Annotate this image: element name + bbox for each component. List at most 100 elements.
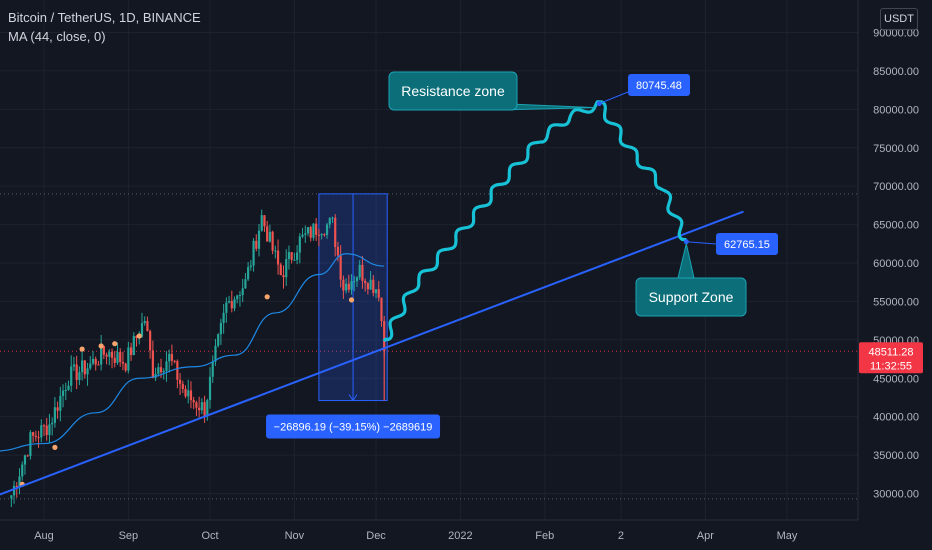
price-tick-label: 65000.00 (873, 220, 919, 232)
price-tick-label: 45000.00 (873, 373, 919, 385)
candle-body (119, 352, 122, 363)
candle-body (361, 264, 364, 281)
candle-body (42, 425, 46, 427)
candle-body (342, 279, 345, 291)
candle-body (225, 302, 228, 313)
candle-body (211, 361, 214, 377)
candle-body (89, 363, 92, 369)
candle-body (227, 300, 231, 303)
candle-body (97, 364, 100, 366)
current-price-badge[interactable] (859, 342, 923, 374)
candle-body (83, 360, 86, 375)
candle-body (374, 289, 378, 294)
price-tick-label: 80000.00 (873, 104, 919, 116)
candle-body (15, 485, 18, 487)
candle-body (208, 376, 212, 401)
candle-body (48, 424, 51, 436)
candle-body (200, 402, 203, 411)
candle-body (222, 312, 225, 324)
candle-body (192, 400, 195, 403)
candle-body (32, 432, 35, 436)
candle-body (238, 295, 242, 297)
support-callout-text: Support Zone (649, 289, 734, 305)
candle-body (78, 372, 81, 381)
price-label-text: 80745.48 (636, 80, 682, 92)
candle-body (214, 345, 217, 362)
measure-label-box (266, 414, 441, 439)
dotted-levels (0, 193, 858, 500)
trendline[interactable] (0, 210, 744, 498)
support-callout-box[interactable] (635, 277, 747, 317)
candle-body (252, 240, 255, 266)
candle-body (149, 331, 152, 351)
price-tick-label: 60000.00 (873, 258, 919, 270)
candle-body (189, 390, 193, 401)
candle-body (353, 281, 356, 283)
projection-path[interactable] (382, 100, 688, 343)
support-callout-tail (677, 243, 695, 279)
candle-body (45, 425, 48, 436)
candle-body (187, 390, 190, 397)
candle-body (347, 283, 350, 290)
candle-body (178, 379, 182, 384)
price-axis[interactable]: 30000.0035000.0040000.0045000.0050000.00… (857, 0, 932, 550)
time-tick-label: May (777, 530, 798, 542)
candle-body (181, 383, 184, 389)
trendline-line[interactable] (0, 210, 744, 498)
candle-body (304, 233, 307, 235)
candle-body (276, 250, 280, 265)
candle-body (176, 360, 179, 380)
candle-body (116, 352, 119, 363)
candle-body (328, 218, 331, 225)
signal-marker (348, 297, 355, 303)
annotations[interactable]: Resistance zone 80745.48 62765.15 Support Z… (388, 71, 778, 317)
candle-body (315, 223, 318, 235)
candle-body (380, 297, 383, 322)
price-tick-label: 75000.00 (873, 143, 919, 155)
price-tick-label: 30000.00 (873, 489, 919, 501)
candle-body (309, 227, 312, 238)
candle-body (21, 464, 24, 477)
candle-body (247, 267, 250, 280)
moving-average (0, 253, 385, 452)
candle-body (113, 357, 116, 363)
candle-body (298, 236, 301, 253)
candle-body (355, 277, 359, 282)
candle-body (312, 223, 315, 238)
candle-countdown-label: 11:32:55 (870, 360, 912, 372)
candle-body (165, 361, 168, 371)
candles (10, 209, 386, 508)
indicator-label[interactable]: MA (44, close, 0) (8, 29, 106, 44)
candle-body (260, 215, 263, 231)
candle-body (91, 358, 95, 364)
projection-line[interactable] (382, 100, 688, 343)
candle-body (23, 455, 27, 465)
candle-body (37, 437, 40, 439)
candle-body (334, 217, 337, 248)
candle-body (75, 364, 78, 381)
resistance-callout-tail (498, 103, 596, 111)
candle-body (263, 215, 266, 227)
candle-body (26, 455, 29, 457)
candle-body (372, 279, 375, 294)
candle-body (143, 321, 146, 324)
candle-body (287, 252, 291, 260)
candle-body (290, 252, 293, 260)
price-label-box[interactable] (628, 74, 690, 96)
time-tick-label: Apr (697, 530, 714, 542)
date-range-measure[interactable]: −26896.19 (−39.15%) −2689619 (266, 193, 441, 439)
time-axis[interactable]: Aug Sep Oct Nov Dec 2022 Feb 2 Apr May (0, 519, 858, 542)
candle-body (279, 264, 282, 276)
price-tick-label: 40000.00 (873, 412, 919, 424)
price-label-box[interactable] (716, 233, 778, 255)
currency-button[interactable]: USDT (880, 8, 918, 30)
candle-body (81, 360, 84, 373)
candle-body (344, 283, 348, 291)
resistance-callout-box[interactable] (388, 71, 518, 111)
candle-body (203, 402, 206, 417)
candle-body (18, 476, 21, 487)
candle-body (86, 368, 89, 375)
candle-body (159, 367, 163, 373)
candle-body (51, 422, 54, 425)
